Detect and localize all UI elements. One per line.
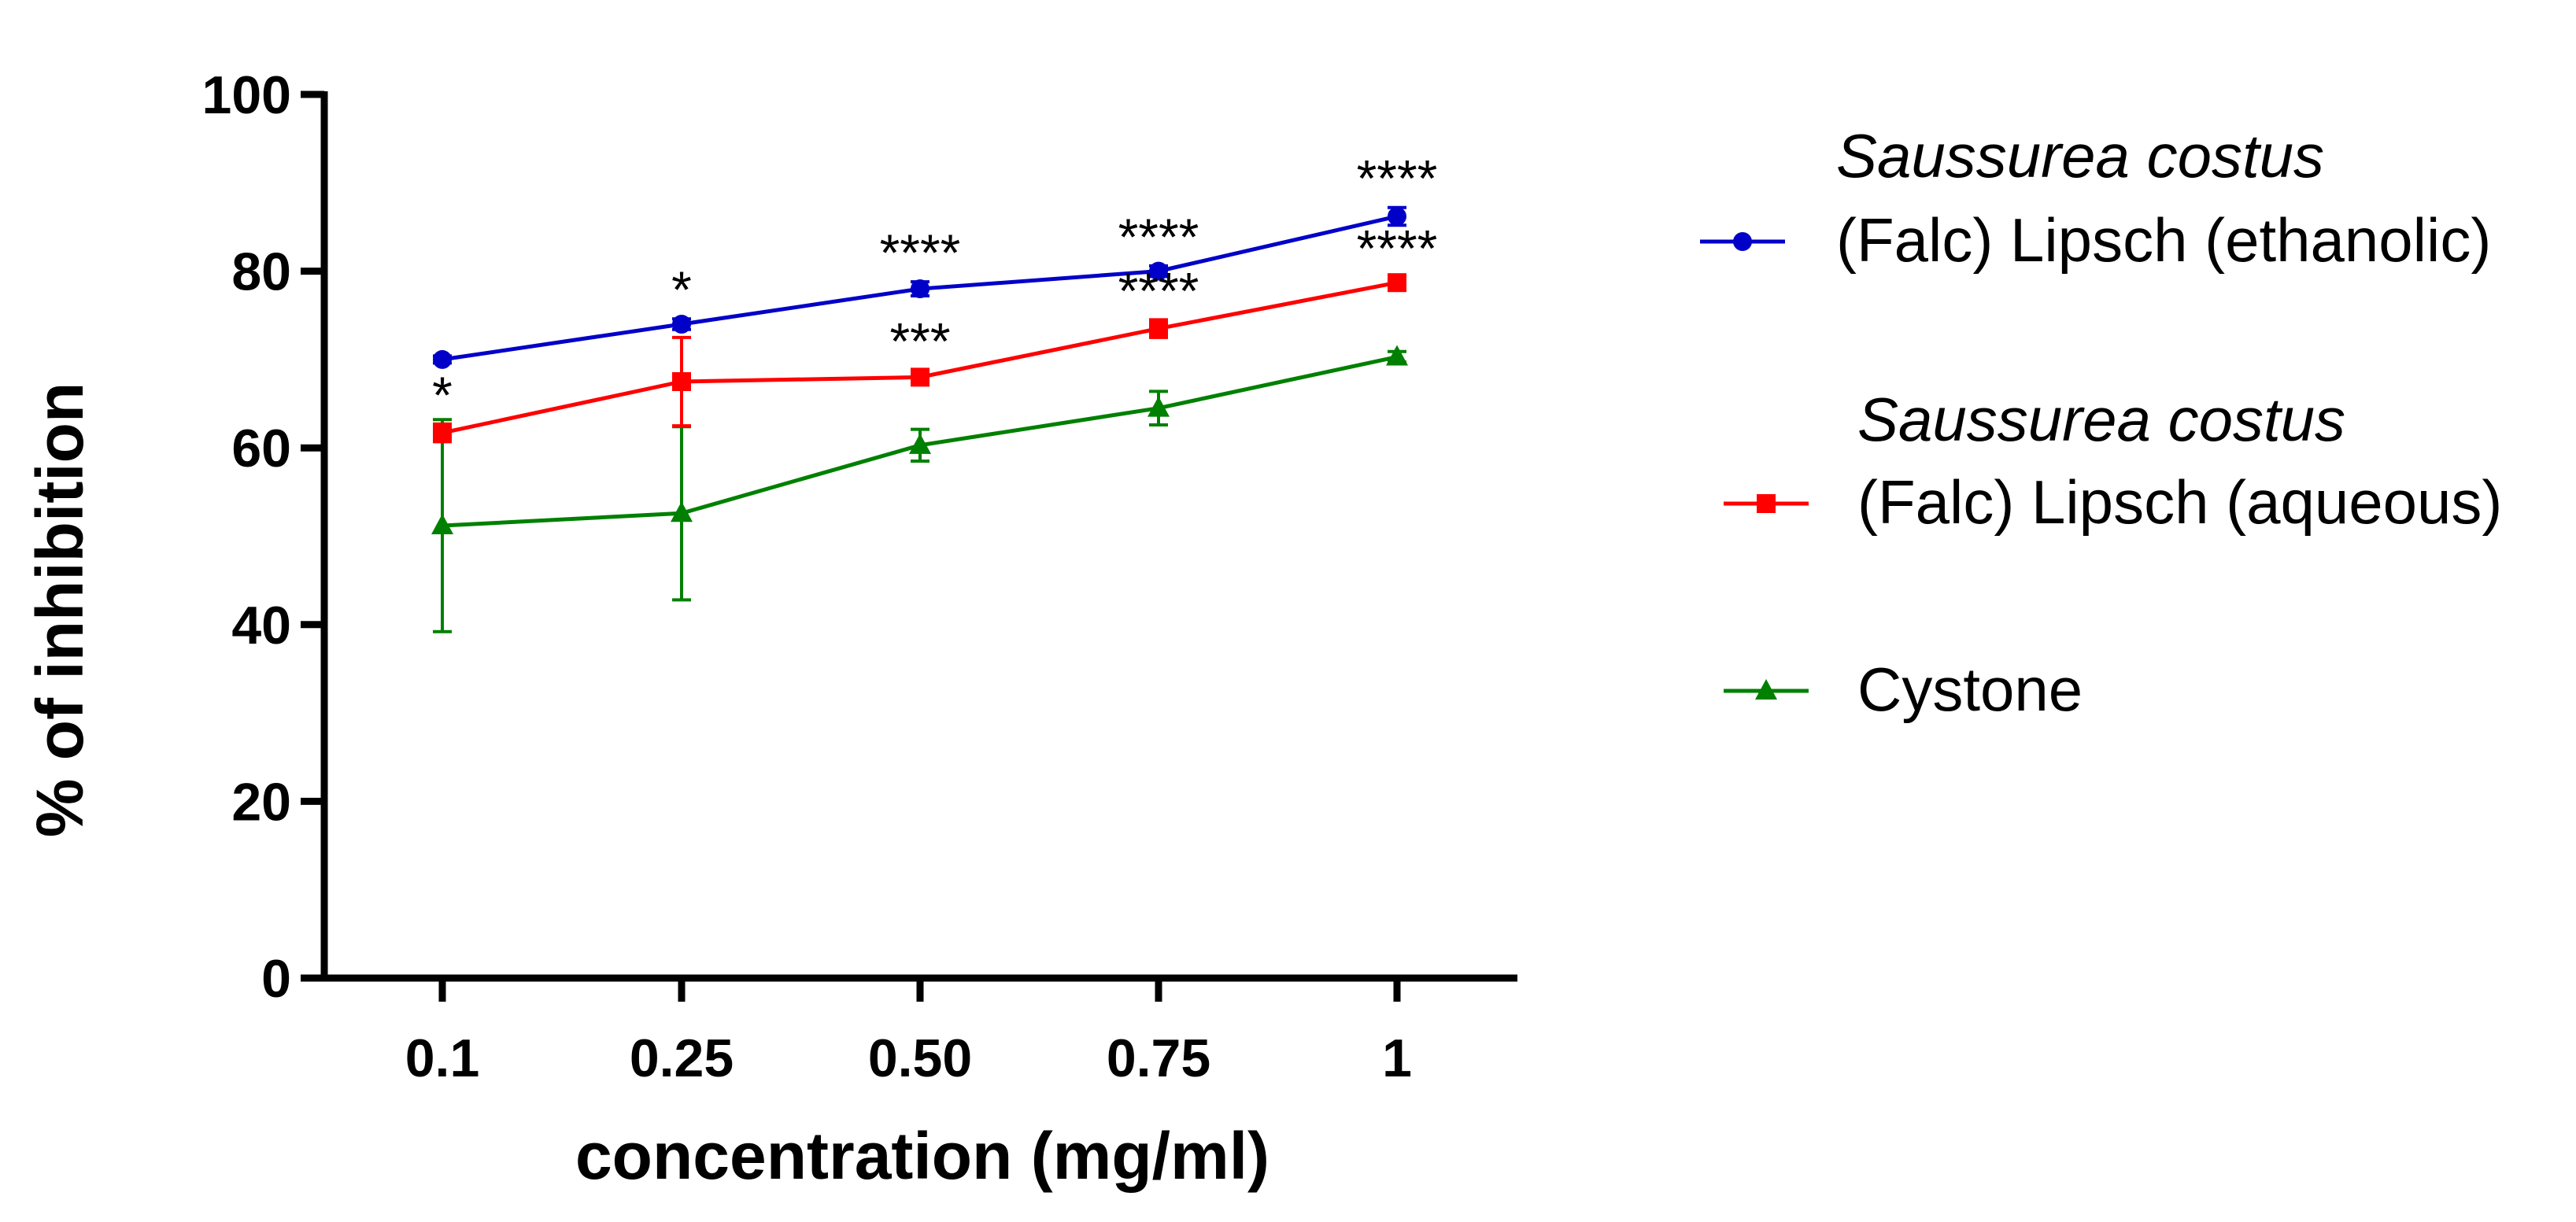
annotation-layer: ***************** ********	[432, 150, 1437, 424]
data-point	[1388, 206, 1406, 226]
series-layer	[431, 205, 1408, 633]
legend-marker	[1757, 494, 1776, 513]
y-tick-label: 100	[202, 65, 291, 125]
legend-label-line2: Cystone	[1857, 655, 2083, 724]
series-0	[433, 205, 1406, 369]
x-tick-label: 0.25	[630, 1028, 734, 1088]
x-tick-label: 1	[1382, 1028, 1412, 1088]
significance-label: ****	[1118, 208, 1199, 266]
legend-marker	[1733, 232, 1752, 251]
significance-label: ***	[889, 312, 950, 370]
significance-label: *	[671, 260, 692, 319]
x-axis-title: concentration (mg/ml)	[575, 1119, 1270, 1193]
significance-label: *	[432, 366, 453, 424]
data-point	[1388, 273, 1406, 293]
legend-item-0: Saussurea costus (Falc) Lipsch (ethanolic…	[1700, 121, 2491, 275]
legend-label-line2: (Falc) Lipsch (aqueous)	[1857, 467, 2502, 537]
legend-label-line1: Saussurea costus	[1836, 121, 2324, 190]
data-point	[672, 314, 691, 334]
legend-item-1: Saussurea costus (Falc) Lipsch (aqueous)	[1724, 385, 2502, 537]
legend-item-2: Cystone	[1724, 655, 2083, 724]
data-point	[433, 423, 452, 443]
significance-label: ****	[1357, 150, 1438, 208]
data-point	[431, 514, 453, 535]
y-tick-label: 0	[261, 949, 291, 1009]
data-point	[1148, 396, 1170, 417]
significance-label: ****	[1118, 261, 1199, 319]
data-point	[1386, 345, 1408, 366]
data-point	[433, 349, 452, 369]
data-point	[909, 433, 931, 454]
data-point	[1149, 319, 1168, 338]
legend: Saussurea costus (Falc) Lipsch (ethanolic…	[1700, 121, 2502, 724]
x-tick-label: 0.1	[405, 1028, 480, 1088]
series-1	[433, 273, 1406, 444]
legend-marker	[1755, 679, 1777, 700]
x-tick-label: 0.75	[1107, 1028, 1210, 1088]
data-point	[911, 367, 930, 387]
y-axis-title: % of inhibition	[23, 382, 97, 838]
significance-label: ****	[880, 223, 961, 282]
data-point	[672, 371, 691, 391]
data-point	[671, 501, 693, 522]
y-tick-label: 60	[231, 419, 291, 478]
x-tick-label: 0.50	[868, 1028, 972, 1088]
y-tick-label: 20	[231, 772, 291, 832]
data-point	[911, 279, 930, 299]
legend-label-line1: Saussurea costus	[1857, 385, 2345, 454]
series-2	[431, 345, 1408, 633]
y-tick-label: 80	[231, 242, 291, 302]
significance-label: ****	[1357, 219, 1438, 277]
data-point	[1149, 261, 1168, 281]
legend-label-line2: (Falc) Lipsch (ethanolic)	[1836, 205, 2491, 275]
axes: 0 20 40 60 80 100 0.1 0.25 0.50 0.75 1	[202, 65, 1517, 1088]
y-tick-label: 40	[231, 596, 291, 655]
